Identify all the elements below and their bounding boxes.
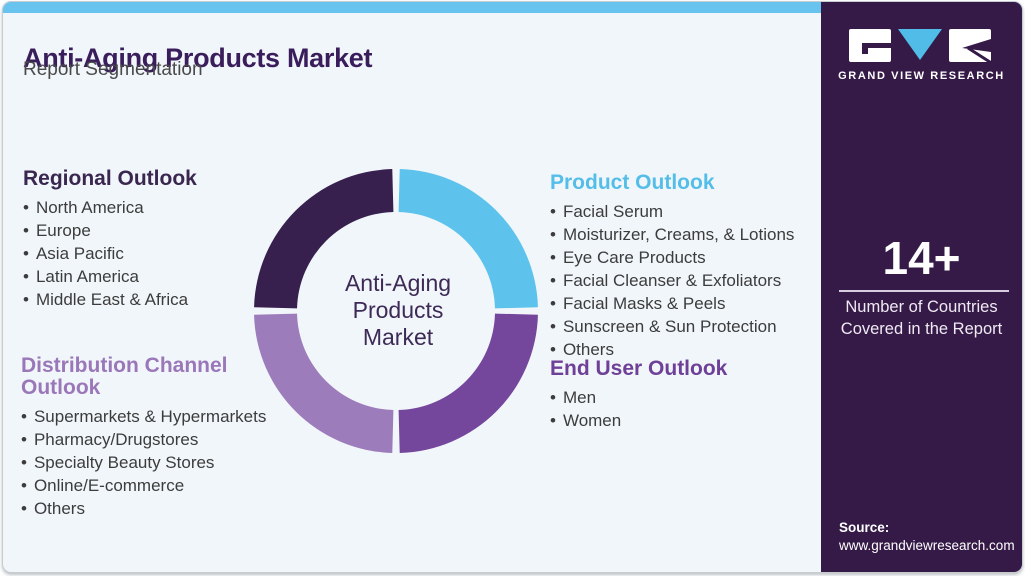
- list-item: Online/E-commerce: [21, 474, 266, 497]
- donut-center-label: Anti-Aging Products Market: [298, 270, 498, 351]
- list-item: Moisturizer, Creams, & Lotions: [550, 223, 794, 246]
- section-list: Facial Serum Moisturizer, Creams, & Loti…: [550, 200, 794, 361]
- donut-chart: [254, 169, 538, 453]
- countries-count: 14+: [882, 232, 961, 284]
- list-item: Pharmacy/Drugstores: [21, 428, 266, 451]
- list-item: Men: [550, 386, 727, 409]
- section-distribution-channel-outlook: Distribution Channel Outlook Supermarket…: [21, 355, 266, 520]
- list-item: Specialty Beauty Stores: [21, 451, 266, 474]
- section-title: Regional Outlook: [23, 167, 197, 190]
- section-end-user-outlook: End User Outlook Men Women: [550, 358, 727, 432]
- sidebar: GRAND VIEW RESEARCH 14+ Number of Countr…: [821, 2, 1022, 572]
- source-url: www.grandviewresearch.com: [839, 538, 1015, 553]
- source-block: Source: www.grandviewresearch.com: [839, 520, 1015, 553]
- list-item: Facial Masks & Peels: [550, 292, 794, 315]
- page-subtitle: Report Segmentation: [23, 59, 203, 80]
- list-item: Others: [21, 497, 266, 520]
- donut-center-line: Market: [362, 324, 434, 350]
- donut-segment-end-user-outlook: [398, 313, 538, 453]
- section-title: Distribution Channel Outlook: [21, 354, 228, 399]
- list-item: Asia Pacific: [23, 242, 197, 265]
- gvr-logo-icon: [849, 29, 994, 66]
- donut-segment-product-outlook: [398, 169, 538, 309]
- source-label: Source:: [839, 520, 890, 535]
- list-item: Latin America: [23, 265, 197, 288]
- section-list: Supermarkets & Hypermarkets Pharmacy/Dru…: [21, 405, 266, 520]
- section-regional-outlook: Regional Outlook North America Europe As…: [23, 168, 197, 311]
- list-item: Middle East & Africa: [23, 288, 197, 311]
- list-item: Supermarkets & Hypermarkets: [21, 405, 266, 428]
- countries-label: Number of Countries Covered in the Repor…: [840, 298, 1003, 338]
- section-title: Product Outlook: [550, 171, 715, 194]
- donut-center-line: Anti-Aging: [344, 270, 452, 296]
- donut-center-line: Products: [352, 297, 444, 323]
- top-accent-bar: [3, 2, 1022, 13]
- list-item: Sunscreen & Sun Protection: [550, 315, 794, 338]
- list-item: Facial Serum: [550, 200, 794, 223]
- donut-segment-distribution-channel-outlook: [254, 313, 394, 453]
- section-product-outlook: Product Outlook Facial Serum Moisturizer…: [550, 172, 794, 361]
- page-title: Anti-Aging Products Market: [23, 43, 373, 74]
- list-item: Facial Cleanser & Exfoliators: [550, 269, 794, 292]
- donut-segment-regional-outlook: [254, 169, 394, 309]
- divider: [839, 290, 1009, 292]
- section-list: North America Europe Asia Pacific Latin …: [23, 196, 197, 311]
- list-item: Women: [550, 409, 727, 432]
- list-item: Eye Care Products: [550, 246, 794, 269]
- section-title: End User Outlook: [550, 357, 728, 380]
- brand-name: GRAND VIEW RESEARCH: [838, 70, 1005, 82]
- list-item: Others: [550, 338, 794, 361]
- section-list: Men Women: [550, 386, 727, 432]
- list-item: North America: [23, 196, 197, 219]
- list-item: Europe: [23, 219, 197, 242]
